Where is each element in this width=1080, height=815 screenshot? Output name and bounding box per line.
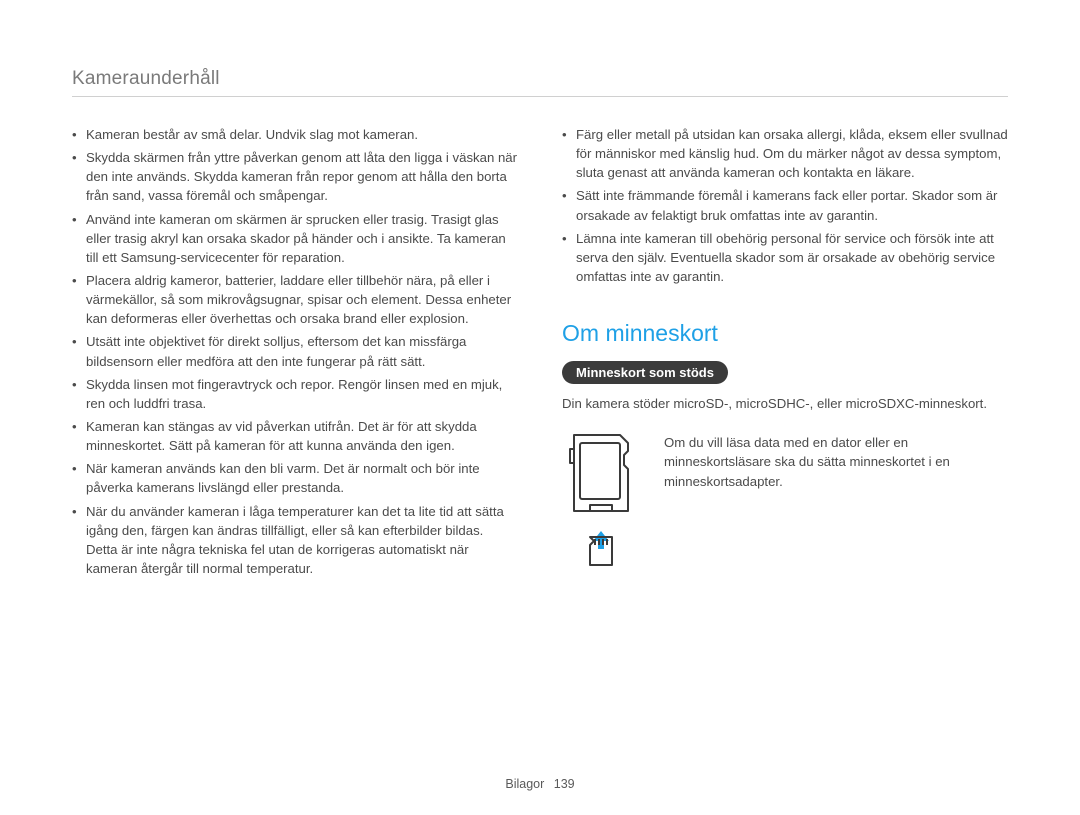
list-item: Lämna inte kameran till obehörig persona… <box>562 229 1008 286</box>
page-title: Kameraunderhåll <box>72 68 1008 90</box>
list-item: Utsätt inte objektivet för direkt sollju… <box>72 332 518 370</box>
section-heading-minneskort: Om minneskort <box>562 320 1008 347</box>
divider <box>72 96 1008 97</box>
footer: Bilagor 139 <box>0 777 1080 791</box>
pill-supported-cards: Minneskort som stöds <box>562 361 728 384</box>
list-item: Sätt inte främmande föremål i kamerans f… <box>562 186 1008 224</box>
intro-text: Din kamera stöder microSD-, microSDHC-, … <box>562 394 1008 413</box>
list-item: Färg eller metall på utsidan kan orsaka … <box>562 125 1008 182</box>
footer-section: Bilagor <box>505 777 544 791</box>
adapter-note: Om du vill läsa data med en dator eller … <box>664 433 1008 490</box>
list-item: När kameran används kan den bli varm. De… <box>72 459 518 497</box>
list-item: Skydda linsen mot fingeravtryck och repo… <box>72 375 518 413</box>
footer-page-number: 139 <box>554 777 575 791</box>
sd-adapter-icon <box>562 429 640 574</box>
left-bullets: Kameran består av små delar. Undvik slag… <box>72 125 518 578</box>
list-item: Använd inte kameran om skärmen är spruck… <box>72 210 518 267</box>
adapter-diagram-row: Om du vill läsa data med en dator eller … <box>562 429 1008 574</box>
list-item: Skydda skärmen från yttre påverkan genom… <box>72 148 518 205</box>
right-bullets: Färg eller metall på utsidan kan orsaka … <box>562 125 1008 286</box>
two-column-layout: Kameran består av små delar. Undvik slag… <box>72 125 1008 582</box>
list-item: Placera aldrig kameror, batterier, ladda… <box>72 271 518 328</box>
list-item: Kameran består av små delar. Undvik slag… <box>72 125 518 144</box>
right-column: Färg eller metall på utsidan kan orsaka … <box>562 125 1008 582</box>
list-item: Kameran kan stängas av vid påverkan utif… <box>72 417 518 455</box>
left-column: Kameran består av små delar. Undvik slag… <box>72 125 518 582</box>
list-item: När du använder kameran i låga temperatu… <box>72 502 518 579</box>
